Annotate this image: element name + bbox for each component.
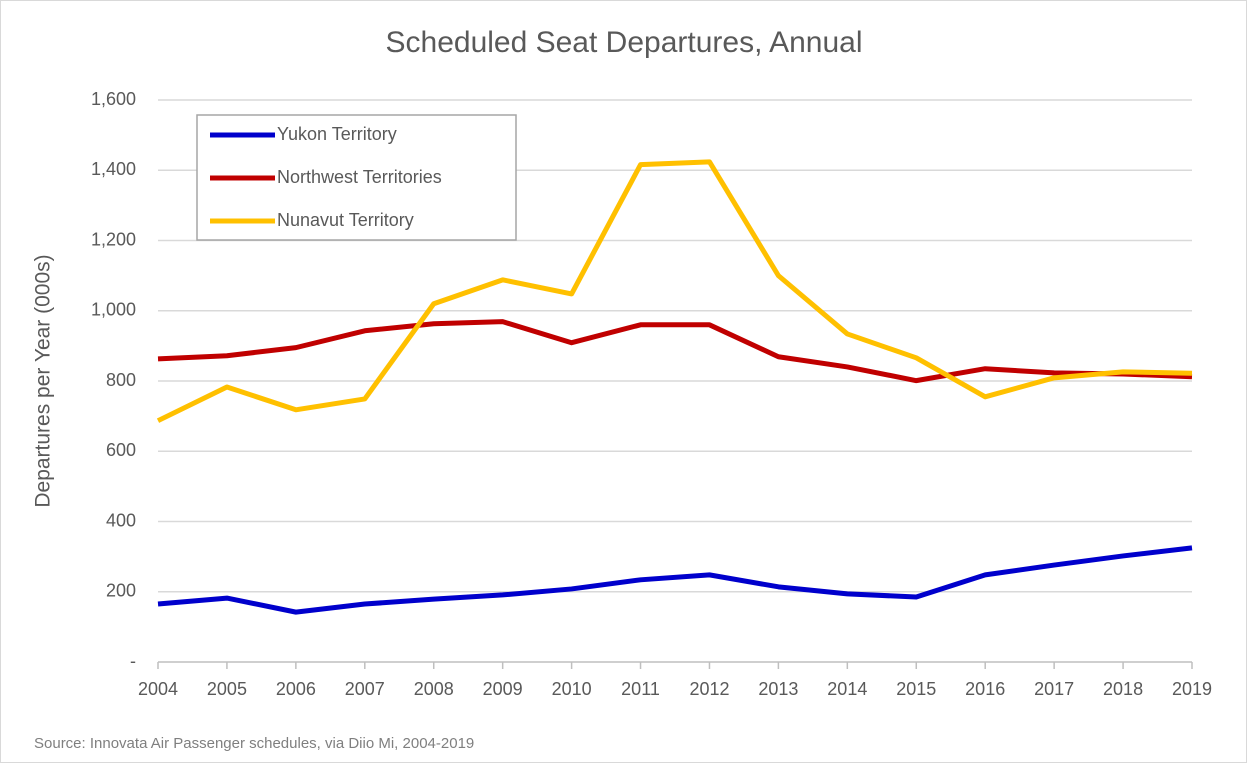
x-tick-label: 2010: [552, 679, 592, 699]
x-tick-label: 2015: [896, 679, 936, 699]
chart-title: Scheduled Seat Departures, Annual: [386, 26, 863, 59]
line-series: [156, 159, 1193, 423]
legend-label: Yukon Territory: [277, 124, 397, 144]
x-tick-label: 2013: [758, 679, 798, 699]
y-tick-label: 400: [106, 510, 136, 530]
y-tick-label: 200: [106, 581, 136, 601]
x-tick-label: 2009: [483, 679, 523, 699]
legend-label: Nunavut Territory: [277, 210, 414, 230]
x-tick-label: 2006: [276, 679, 316, 699]
x-tick-label: 2011: [621, 679, 660, 699]
x-tick-label: 2008: [414, 679, 454, 699]
x-tick-label: 2018: [1103, 679, 1143, 699]
y-tick-label: 800: [106, 370, 136, 390]
y-axis-label: Departures per Year (000s): [32, 254, 55, 507]
x-tick-label: 2017: [1034, 679, 1074, 699]
x-tick-label: 2012: [689, 679, 729, 699]
x-tick-label: 2007: [345, 679, 385, 699]
legend-label: Northwest Territories: [277, 167, 442, 187]
x-tick-label: 2004: [138, 679, 178, 699]
x-tick-label: 2014: [827, 679, 867, 699]
x-tick-label: 2005: [207, 679, 247, 699]
y-tick-label: 1,000: [91, 300, 136, 320]
y-tick-label: 600: [106, 440, 136, 460]
source-note: Source: Innovata Air Passenger schedules…: [34, 735, 474, 752]
y-tick-label: 1,200: [91, 229, 136, 249]
y-tick-label: -: [130, 651, 136, 671]
y-tick-label: 1,600: [91, 89, 136, 109]
x-tick-label: 2019: [1172, 679, 1212, 699]
line-series: [157, 319, 1193, 384]
y-tick-label: 1,400: [91, 159, 136, 179]
line-series: [157, 545, 1193, 615]
x-tick-label: 2016: [965, 679, 1005, 699]
